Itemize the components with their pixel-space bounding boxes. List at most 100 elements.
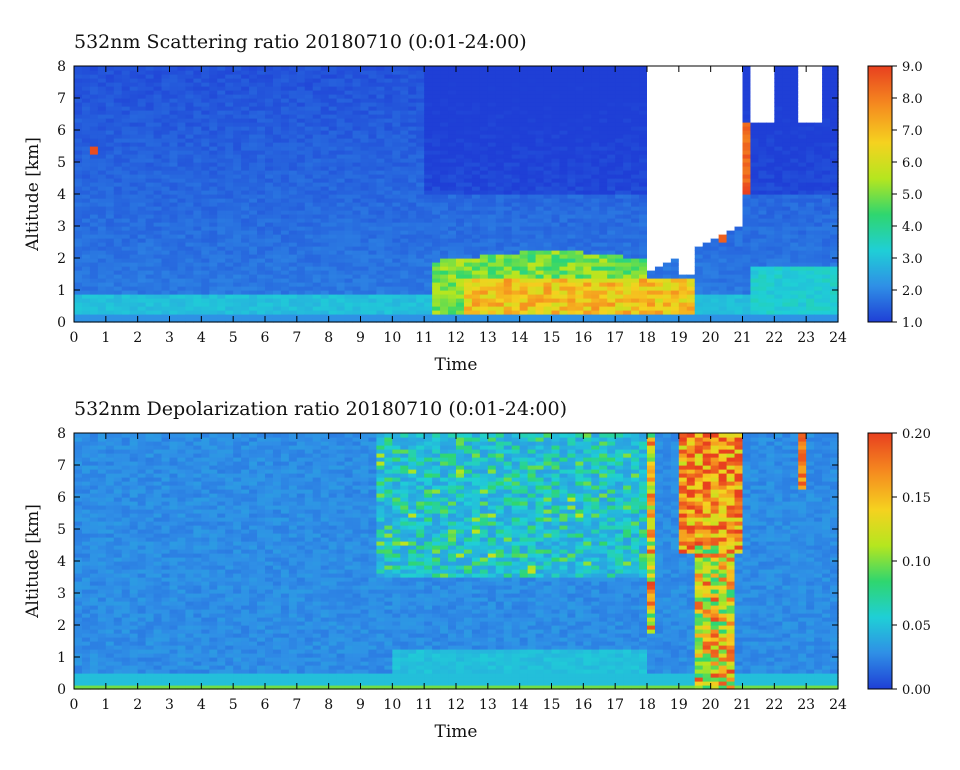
heatmap-cell [161,182,171,187]
heatmap-cell [129,306,139,311]
heatmap-cell [551,90,561,95]
heatmap-cell [432,270,441,275]
heatmap-cell [583,174,592,179]
heatmap-cell [153,138,163,143]
heatmap-cell [623,250,632,255]
heatmap-cell [416,174,425,179]
heatmap-cell [153,98,163,103]
heatmap-cell [328,234,338,239]
heatmap-cell [304,230,314,235]
heatmap-cell [607,310,616,315]
heatmap-cell [336,170,346,175]
heatmap-cell [559,266,569,271]
heatmap-cell [519,202,529,207]
heatmap-cell [113,74,123,79]
heatmap-cell [527,210,537,215]
heatmap-cell [233,122,242,127]
heatmap-cell [105,158,115,163]
heatmap-cell [352,110,362,115]
heatmap-cell [543,314,553,319]
heatmap-cell [97,294,107,299]
heatmap-cell [487,102,497,107]
heatmap-cell [519,218,529,223]
heatmap-cell [320,210,330,215]
heatmap-cell [432,78,441,83]
heatmap-cell [408,154,417,159]
heatmap-cell [432,186,441,191]
heatmap-cell [495,74,505,79]
heatmap-cell [249,202,258,207]
heatmap-cell [432,298,441,303]
heatmap-cell [408,218,417,223]
heatmap-cell [74,254,83,259]
heatmap-cell [479,250,489,255]
heatmap-cell [408,142,417,147]
heatmap-cell [97,190,107,195]
heatmap-cell [209,258,218,263]
heatmap-cell [503,102,513,107]
heatmap-cell [97,226,107,231]
heatmap-cell [121,82,131,87]
heatmap-cell [670,194,680,199]
heatmap-cell [662,230,672,235]
heatmap-cell [257,130,266,135]
heatmap-cell [304,170,314,175]
heatmap-cell [288,250,298,255]
heatmap-cell [599,154,608,159]
heatmap-cell [527,134,537,139]
heatmap-cell [607,134,616,139]
heatmap-cell [503,122,513,127]
heatmap-cell [145,246,155,251]
heatmap-cell [662,126,672,131]
heatmap-cell [527,166,537,171]
heatmap-cell [161,210,171,215]
heatmap-cell [193,126,202,131]
heatmap-cell [296,86,306,91]
heatmap-cell [336,102,346,107]
heatmap-cell [479,302,489,307]
heatmap-cell [527,266,537,271]
heatmap-cell [209,122,218,127]
heatmap-cell [304,178,314,183]
heatmap-cell [575,270,584,275]
heatmap-cell [487,226,497,231]
heatmap-cell [225,234,234,239]
heatmap-cell [448,206,457,211]
heatmap-cell [567,178,576,183]
heatmap-cell [678,318,688,323]
heatmap-cell [304,286,314,291]
heatmap-cell [487,142,497,147]
heatmap-cell [304,130,314,135]
heatmap-cell [503,66,513,71]
heatmap-cell [527,126,537,131]
heatmap-cell [296,110,306,115]
heatmap-cell [145,190,155,195]
heatmap-cell [185,286,194,291]
heatmap-cell [503,202,513,207]
heatmap-cell [607,290,616,295]
heatmap-cell [344,270,354,275]
heatmap-cell [161,246,171,251]
heatmap-cell [591,218,600,223]
heatmap-cell [121,226,131,231]
heatmap-cell [623,146,632,151]
heatmap-cell [567,286,576,291]
heatmap-cell [631,278,640,283]
heatmap-cell [225,250,234,255]
heatmap-cell [583,138,592,143]
heatmap-cell [440,114,449,119]
heatmap-cell [607,266,616,271]
heatmap-cell [169,130,179,135]
heatmap-cell [495,298,505,303]
heatmap-cell [479,210,489,215]
heatmap-cell [535,266,545,271]
heatmap-cell [344,86,354,91]
heatmap-cell [137,310,147,315]
heatmap-cell [463,306,473,311]
heatmap-cell [137,142,147,147]
heatmap-cell [400,194,409,199]
heatmap-cell [241,174,250,179]
heatmap-cell [304,294,314,299]
heatmap-cell [416,90,425,95]
heatmap-cell [670,162,680,167]
